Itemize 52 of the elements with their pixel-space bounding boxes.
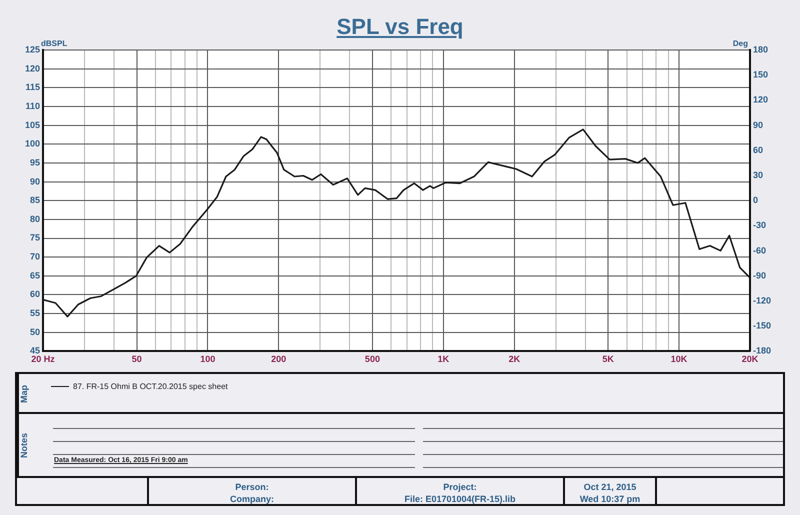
y-tick-label: 100: [24, 138, 40, 149]
x-tick-label: 5K: [602, 354, 614, 364]
x-tick-label: 1K: [438, 354, 450, 364]
y2-tick-label: 150: [752, 70, 768, 80]
y-tick-label: 125: [24, 44, 40, 54]
x-tick-label: 20K: [742, 354, 759, 364]
y-tick-label: 105: [24, 120, 40, 130]
y-tick-label: 60: [30, 289, 40, 300]
x-tick-label: 500: [364, 354, 380, 364]
y2-tick-label: -150: [752, 320, 771, 331]
y-tick-label: 85: [30, 195, 40, 206]
y2-tick-label: 90: [752, 120, 763, 130]
y-tick-label: 80: [30, 214, 40, 224]
text: Notes: [17, 414, 43, 476]
y2-tick-label: 60: [752, 144, 763, 155]
x-tick-label: 10K: [670, 354, 688, 364]
y-tick-label: 120: [24, 63, 40, 74]
y2-tick-label: 120: [752, 94, 768, 105]
y2-tick-label: 0: [752, 195, 758, 206]
y2-tick-label: -30: [752, 220, 766, 230]
y2-tick-label: -60: [752, 245, 766, 256]
text: Project:: [442, 481, 478, 493]
y2-tick-label: -120: [752, 295, 771, 306]
y2-tick-label: -90: [752, 270, 766, 280]
x-tick-label: 2K: [508, 354, 521, 364]
text: Map: [17, 374, 43, 414]
y2-tick-label: 180: [752, 44, 768, 54]
y-tick-label: 45: [30, 346, 40, 356]
chart-title: SPL vs Freq: [336, 14, 464, 40]
text: Wed 10:37 pm: [578, 493, 642, 505]
y-tick-label: 70: [30, 252, 40, 262]
text: File: E01701004(FR-15).lib: [403, 493, 517, 505]
x-tick-label: 200: [271, 354, 286, 364]
y-tick-label: 65: [30, 270, 40, 280]
legend-label: 87. FR-15 Ohmi B OCT.20.2015 spec sheet: [72, 382, 228, 391]
y-tick-label: 90: [30, 176, 40, 186]
y2-axis-title: Deg: [732, 39, 748, 48]
text: Person:: [234, 481, 270, 493]
y-tick-label: 55: [30, 308, 40, 318]
x-tick-label: 50: [132, 354, 142, 364]
text: Oct 21, 2015: [582, 481, 638, 493]
y2-tick-label: 30: [752, 170, 763, 180]
y-tick-label: 75: [30, 232, 40, 243]
y-tick-label: 50: [30, 326, 40, 337]
x-tick-label: 100: [200, 354, 216, 364]
y-tick-label: 95: [30, 157, 40, 168]
y-axis-title: dBSPL: [41, 39, 68, 48]
y-tick-label: 115: [25, 82, 40, 92]
text: Company:: [228, 493, 275, 505]
x-tick-label: 20 Hz: [31, 354, 56, 364]
y2-tick-label: -180: [752, 346, 771, 356]
y-tick-label: 110: [25, 100, 40, 111]
